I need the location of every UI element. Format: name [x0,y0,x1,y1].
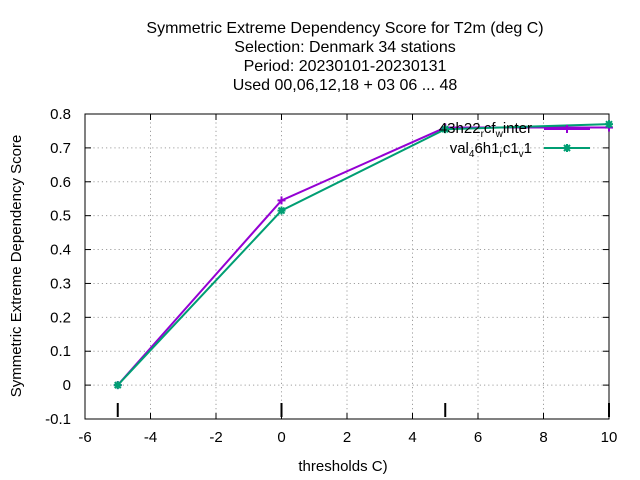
y-tick-label: 0.6 [50,174,71,191]
x-tick-label: -4 [144,429,157,446]
legend-label-2: val46h1rc1v1 [450,140,532,160]
series-line [117,126,609,386]
title-line-1: Symmetric Extreme Dependency Score for T… [146,20,543,37]
y-tick-label: 0.5 [50,208,71,225]
y-tick-label: 0.8 [50,106,71,123]
series-line [117,123,610,386]
y-tick-label: 0.3 [50,275,71,292]
x-tick-label: 6 [474,429,482,446]
x-tick-label: -6 [78,429,91,446]
y-tick-label: 0.2 [50,309,71,326]
y-tick-label: 0.4 [50,242,71,259]
x-tick-label: 2 [343,429,351,446]
series-layer [113,120,613,390]
y-tick-label: 0.7 [50,140,71,157]
x-tick-label: 8 [539,429,547,446]
title-line-3: Period: 20230101-20230131 [244,58,447,75]
x-tick-label: 4 [408,429,416,446]
grid [85,114,609,419]
x-tick-label: -2 [209,429,222,446]
legend-sample-marker [563,125,571,133]
axis-ticks: -6 -4 -2 0 2 4 6 8 10 -0.1 0 0.1 0.2 0.3 0.4 0.5 0.6 0.7 0… [45,106,617,446]
y-tick-label: 0 [63,377,71,394]
title-line-4: Used 00,06,12,18 + 03 06 ... 48 [233,77,458,94]
data-point [605,120,613,129]
title-line-2: Selection: Denmark 34 stations [234,39,455,56]
series-1 [113,123,613,390]
data-point [441,125,450,134]
data-point [277,196,286,205]
legend-sample-marker [563,144,571,152]
series-2 [113,120,613,390]
legend: 43h22rcfwinter val46h1rc1v1 [439,120,590,160]
y-axis-label: Symmetric Extreme Dependency Score [8,135,25,398]
threshold-markers [116,403,610,417]
legend-label-1: 43h22rcfwinter [439,120,532,140]
plot-frame [84,113,610,420]
y-tick-label: 0.1 [50,343,71,360]
data-point [113,381,122,390]
chart-title: Symmetric Extreme Dependency Score for T… [146,20,543,94]
data-point [277,206,286,215]
x-tick-label: 10 [601,429,618,446]
y-tick-label: -0.1 [45,411,71,428]
x-tick-label: 0 [277,429,285,446]
x-axis-label: thresholds C) [298,458,387,475]
